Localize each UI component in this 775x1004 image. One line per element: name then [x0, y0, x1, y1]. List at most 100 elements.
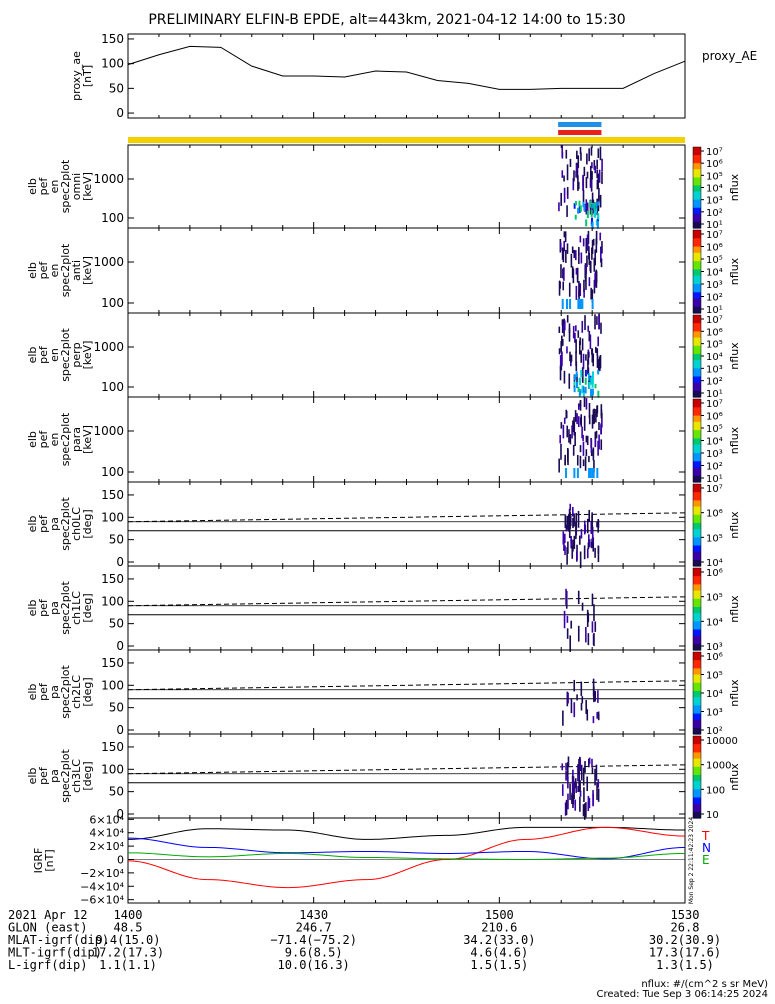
y-tick-label: 150	[101, 740, 124, 754]
spectrum-pixel	[583, 397, 586, 408]
colorbar-segment	[693, 785, 701, 788]
pitch-pixel	[565, 762, 567, 771]
colorbar-segment	[693, 448, 701, 452]
colorbar-segment	[693, 364, 701, 367]
pitch-pixel	[597, 779, 600, 788]
colorbar-segment	[693, 292, 701, 295]
colorbar-segment	[693, 236, 701, 239]
colorbar-segment	[693, 688, 701, 692]
pitch-pixel	[567, 518, 570, 531]
colorbar-segment	[693, 801, 701, 805]
colorbar-segment	[693, 339, 701, 343]
colorbar-segment	[693, 304, 701, 308]
ephemeris-value: 48.5	[114, 921, 143, 935]
colorbar-segment	[693, 219, 701, 223]
y-axis-label-1: elbpefenspec2plotomni[keV]	[26, 159, 94, 213]
science-zone-bar	[128, 137, 685, 143]
colorbar-tick-label: 10⁵	[706, 171, 723, 182]
spectrum-pixel	[596, 220, 599, 229]
colorbar-segment	[693, 779, 701, 782]
colorbar-tick-label: 10⁶	[706, 652, 723, 663]
colorbar-segment	[693, 613, 701, 616]
ephemeris-value: 34.2(33.0)	[463, 933, 535, 947]
spectrum-pixel	[596, 468, 599, 478]
colorbar-segment	[693, 467, 701, 471]
colorbar-segment	[693, 153, 701, 156]
colorbar-segment	[693, 701, 701, 704]
y-axis-label-8: elbpefpaspec2plotch3LC[deg]	[26, 749, 94, 803]
colorbar-segment	[693, 492, 701, 495]
spectrum-pixel	[578, 281, 580, 297]
spectrum-pixel	[566, 299, 568, 309]
pitch-pixel	[562, 531, 565, 545]
spectrum-pixel	[559, 435, 562, 444]
colorbar-segment	[693, 793, 701, 797]
spectrum-pixel	[582, 434, 584, 441]
colorbar-segment	[693, 531, 701, 534]
spectrum-pixel	[595, 430, 598, 439]
colorbar-segment	[693, 240, 701, 244]
colorbar-tick-label: 10³	[706, 364, 723, 375]
colorbar-segment	[693, 717, 701, 721]
spectrum-pixel	[583, 415, 586, 431]
colorbar-segment	[693, 539, 701, 542]
colorbar-segment	[693, 525, 701, 528]
spectrum-pixel	[598, 434, 600, 450]
panel-frame-8	[127, 733, 686, 819]
spectrum-pixel	[596, 355, 599, 368]
spectrum-pixel	[584, 315, 586, 331]
ephemeris-value: 4.6(4.6)	[470, 946, 528, 960]
y-tick-label: −4×10⁴	[80, 880, 124, 893]
spectrum-pixel	[562, 268, 564, 279]
spectrum-pixel	[568, 429, 570, 443]
spectrum-pixel	[591, 203, 594, 209]
spectrum-pixel	[577, 299, 580, 309]
pitch-pixel	[563, 610, 566, 629]
colorbar-segment	[693, 625, 701, 629]
pitch-pixel	[592, 794, 595, 805]
colorbar-segment	[693, 191, 701, 195]
ephemeris-label: MLT-igrf(dip)	[8, 946, 102, 960]
spectrum-pixel	[563, 187, 566, 203]
spectrum-pixel	[576, 163, 579, 179]
spectrum-pixel	[591, 289, 594, 303]
pitch-pixel	[573, 679, 576, 692]
colorbar-segment	[693, 469, 701, 473]
spectrum-pixel	[595, 206, 598, 214]
figure-title: PRELIMINARY ELFIN-B EPDE, alt=443km, 202…	[148, 12, 625, 28]
colorbar-segment	[693, 271, 701, 275]
pitch-pixel	[592, 716, 595, 724]
colorbar-segment	[693, 652, 701, 655]
colorbar-segment	[693, 288, 701, 291]
ephemeris-label: GLON (east)	[8, 921, 87, 935]
pitch-pixel	[579, 551, 582, 569]
pitch-pixel	[574, 799, 577, 811]
colorbar-segment	[693, 173, 701, 176]
spectrum-pixel	[598, 169, 601, 183]
spectrum-pixel	[589, 200, 592, 208]
spectrum-pixel	[585, 398, 588, 410]
pitch-pixel	[567, 692, 569, 704]
pitch-pixel	[594, 621, 597, 632]
colorbar-segment	[693, 772, 701, 776]
spectrum-pixel	[586, 210, 589, 219]
pitch-pixel	[564, 545, 566, 556]
colorbar-segment	[693, 752, 701, 756]
spectrum-pixel	[590, 209, 593, 217]
colorbar-segment	[693, 803, 701, 807]
colorbar-segment	[693, 666, 701, 669]
colorbar-segment	[693, 561, 701, 565]
spectrum-pixel	[578, 340, 581, 355]
y-tick-label: 50	[109, 617, 124, 631]
pitch-pixel	[579, 790, 582, 797]
spectrum-pixel	[597, 173, 599, 189]
y-tick-label: 150	[101, 656, 124, 670]
colorbar-segment	[693, 432, 701, 435]
spectrum-pixel	[591, 348, 594, 363]
colorbar-tick-label: 10⁵	[706, 255, 723, 266]
colorbar-segment	[693, 465, 701, 469]
colorbar-segment	[693, 729, 701, 733]
spectrum-pixel	[579, 235, 582, 243]
y-tick-label: 1000	[93, 255, 124, 269]
y-tick-label: −2×10⁴	[80, 867, 124, 880]
